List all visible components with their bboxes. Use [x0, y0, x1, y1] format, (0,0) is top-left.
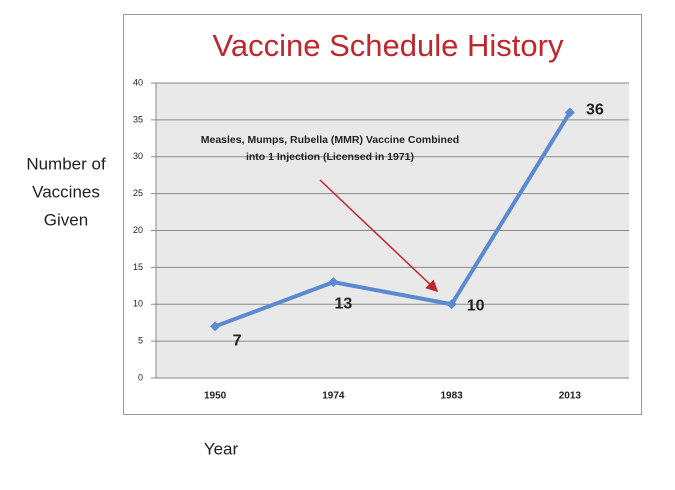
data-label: 13: [334, 295, 352, 312]
data-label: 36: [586, 102, 604, 119]
annotation-arrow: [319, 179, 439, 293]
x-tick-label: 1974: [322, 391, 345, 402]
y-tick-label: 25: [133, 188, 143, 198]
y-tick-label: 20: [133, 225, 143, 235]
data-label: 10: [467, 297, 485, 314]
y-tick-label: 30: [133, 151, 143, 161]
y-tick-label: 5: [138, 336, 143, 346]
annotation: into 1 Injection (Licensed in 1971): [246, 151, 414, 163]
y-tick-label: 0: [138, 372, 143, 382]
y-tick-label: 15: [133, 262, 143, 272]
x-tick-label: 1983: [441, 391, 464, 402]
y-tick-label: 10: [133, 299, 143, 309]
y-axis-label: Vaccines: [32, 182, 100, 201]
x-axis-label: Year: [204, 439, 239, 458]
data-label: 7: [233, 333, 242, 350]
y-axis-label: Number of: [26, 154, 106, 173]
annotation: Measles, Mumps, Rubella (MMR) Vaccine Co…: [201, 134, 459, 146]
data-point: [210, 321, 221, 332]
y-axis-label: Given: [44, 210, 88, 229]
data-point: [328, 277, 339, 288]
x-tick-label: 2013: [559, 391, 582, 402]
data-line: [214, 111, 572, 329]
chart-title: Vaccine Schedule History: [213, 28, 564, 63]
data-point: [446, 299, 457, 310]
x-tick-label: 1950: [204, 391, 227, 402]
data-point: [564, 107, 575, 118]
y-tick-label: 35: [133, 114, 143, 124]
y-tick-label: 40: [133, 77, 143, 87]
